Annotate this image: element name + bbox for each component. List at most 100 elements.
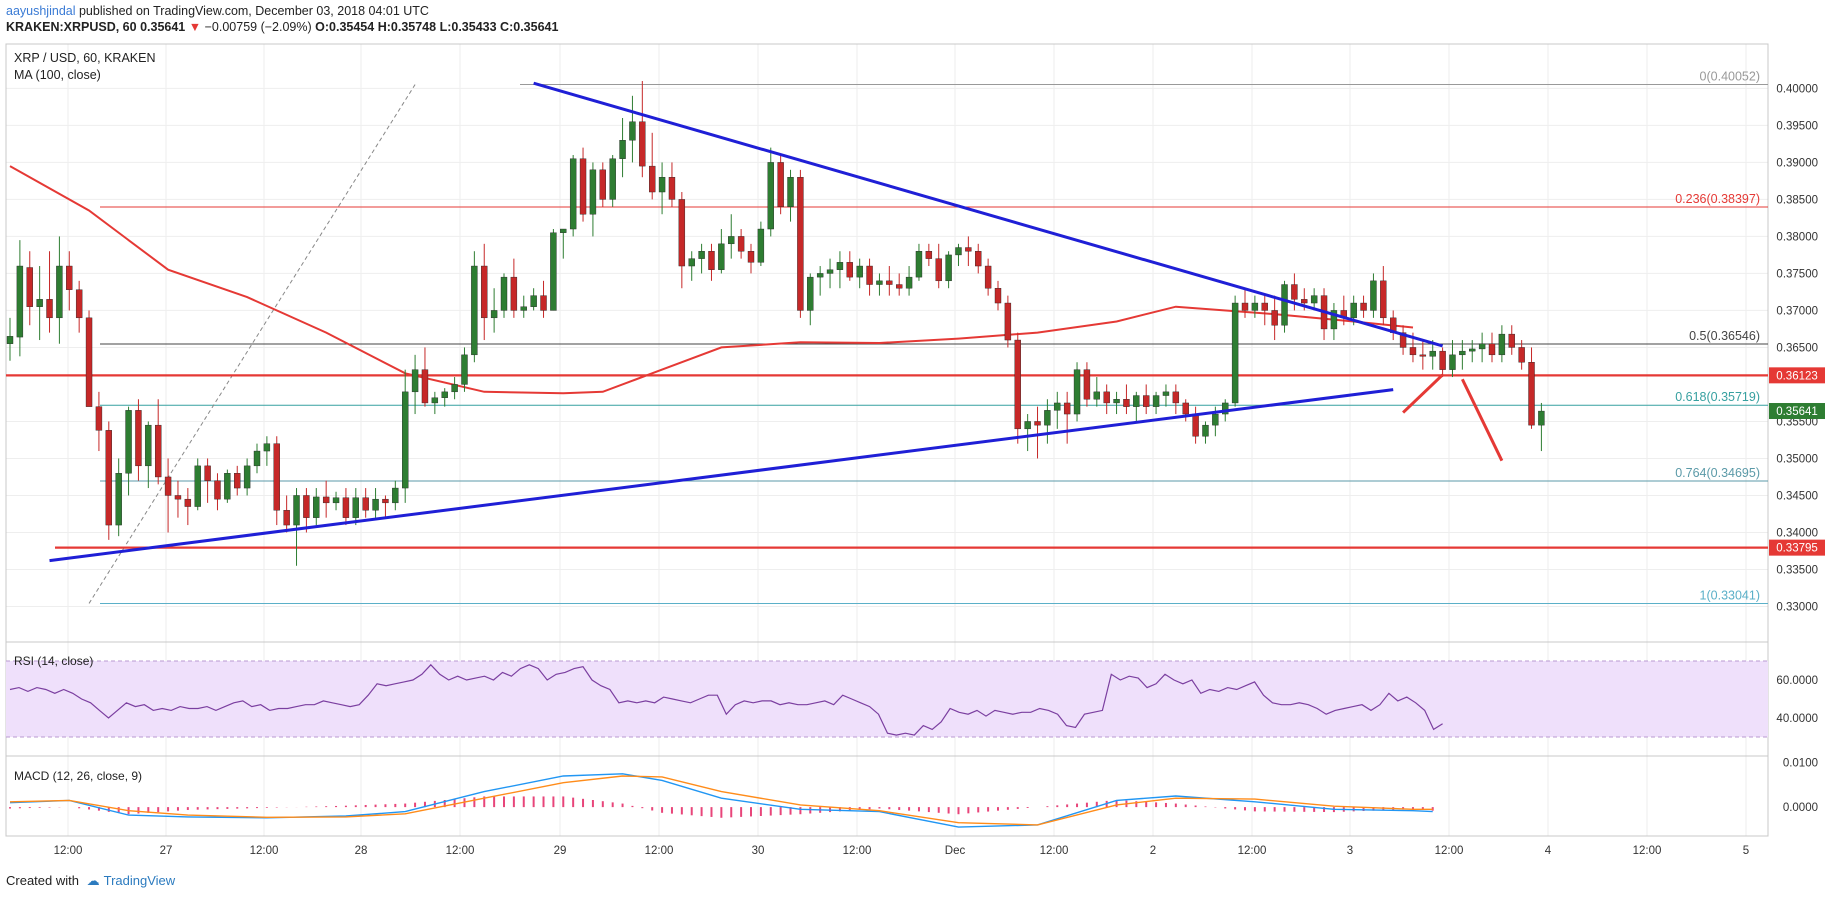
trendline-lower-rising <box>49 388 1394 563</box>
candle-body <box>243 465 251 489</box>
candle-body <box>925 251 933 259</box>
price-tick-label: 0.37500 <box>1776 268 1818 280</box>
candle <box>332 491 340 511</box>
candle <box>1320 288 1328 341</box>
candle-body <box>1073 369 1081 415</box>
candle <box>658 162 666 215</box>
candle <box>1251 295 1259 318</box>
price-tick-label: 0.35500 <box>1776 416 1818 428</box>
candle-body <box>1399 332 1407 348</box>
rsi-title: RSI (14, close) <box>14 654 93 668</box>
candle <box>945 251 952 289</box>
candle-body <box>402 391 409 489</box>
candle-body <box>579 158 587 215</box>
candle <box>372 488 379 518</box>
price-tick-label: 0.40000 <box>1776 83 1818 95</box>
candle <box>145 421 152 489</box>
candle <box>1459 340 1466 370</box>
candle-body <box>955 247 962 256</box>
time-tick-label: 12:00 <box>645 845 674 857</box>
candle-body <box>1409 347 1417 356</box>
candle-body <box>1093 391 1101 400</box>
candle <box>411 354 419 415</box>
candle-body <box>234 473 241 489</box>
candle-body <box>1469 348 1476 352</box>
candle <box>609 155 616 207</box>
candle <box>362 488 369 518</box>
candle <box>490 288 498 333</box>
candle-body <box>945 254 952 282</box>
candle-body <box>481 265 488 319</box>
low-value: 0.35433 <box>451 20 497 34</box>
candle <box>560 228 567 259</box>
candle-body <box>975 251 982 267</box>
candle-body <box>66 265 73 290</box>
created-with-label: Created with <box>6 873 79 888</box>
candle-body <box>1429 350 1436 357</box>
candle-body <box>1231 302 1239 404</box>
horizontal-level-label: 0.33795 <box>1776 543 1818 555</box>
candle <box>234 465 241 496</box>
candle <box>1478 332 1486 363</box>
candle <box>1508 325 1515 355</box>
candle <box>1261 295 1268 326</box>
candle-body <box>1518 347 1525 363</box>
candle <box>1330 303 1338 341</box>
candle-body <box>1488 343 1496 356</box>
candle-body <box>1370 280 1377 311</box>
candle-body <box>1152 395 1160 407</box>
candle-body <box>678 199 686 267</box>
candle-body <box>1459 350 1466 356</box>
author-link[interactable]: aayushjindal <box>6 4 76 18</box>
candle <box>1498 325 1506 363</box>
candle-body <box>965 247 972 252</box>
time-tick-label: 29 <box>554 845 567 857</box>
candle <box>154 399 162 485</box>
moving-average <box>9 165 1414 395</box>
time-tick-label: 12:00 <box>1238 845 1267 857</box>
candle-body <box>530 295 537 307</box>
candle-body <box>658 177 666 193</box>
tradingview-brand[interactable]: TradingView <box>103 873 176 888</box>
candle-body <box>1261 302 1268 311</box>
candle-body <box>1241 302 1249 311</box>
candle-body <box>1528 362 1535 426</box>
candle-body <box>451 384 458 393</box>
candle <box>569 155 577 237</box>
candle-body <box>1162 391 1170 396</box>
candle-body <box>1251 302 1259 311</box>
candle-body <box>629 121 636 141</box>
price-tick-label: 0.33000 <box>1776 601 1818 613</box>
candle-body <box>1172 391 1180 404</box>
candle-body <box>747 251 755 263</box>
candle <box>896 273 903 296</box>
candle <box>1380 266 1387 326</box>
fib-level-label: 0(0.40052) <box>1700 70 1760 84</box>
trendlines[interactable] <box>49 81 1504 563</box>
candle <box>955 243 962 267</box>
candle <box>303 488 310 533</box>
projection-up-arrow <box>1402 373 1444 414</box>
candle-body <box>1004 302 1012 341</box>
candle <box>184 488 192 526</box>
candle <box>886 266 893 296</box>
candle <box>95 391 103 452</box>
price-tick-label: 0.37000 <box>1776 305 1818 317</box>
horizontal-level-label: 0.36123 <box>1776 370 1818 382</box>
candle <box>1271 295 1278 341</box>
candle <box>629 95 636 163</box>
candle-body <box>115 473 122 526</box>
candle-body <box>303 495 310 518</box>
candle <box>1063 391 1071 444</box>
candle <box>787 169 794 222</box>
candle <box>16 240 24 357</box>
candle <box>194 458 201 511</box>
low-label: L: <box>439 20 452 34</box>
candle <box>836 251 844 289</box>
candle <box>402 369 409 503</box>
candle <box>965 236 972 267</box>
candle-body <box>1301 299 1308 304</box>
footer: Created with ☁ TradingView <box>6 873 175 889</box>
candle-body <box>698 251 705 259</box>
